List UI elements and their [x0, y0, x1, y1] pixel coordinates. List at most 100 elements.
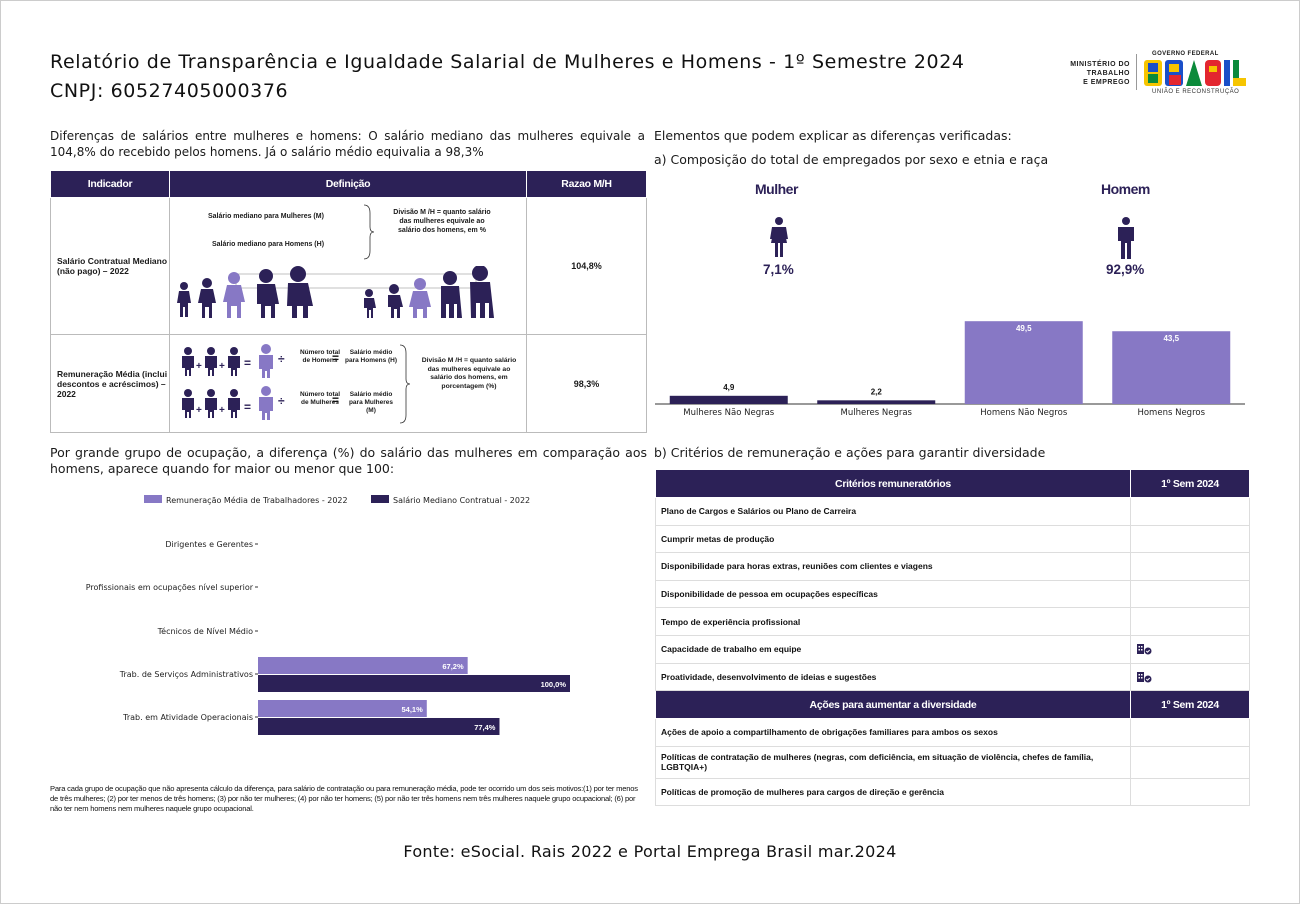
government-logo: MINISTÉRIO DO TRABALHO E EMPREGO GOVERNO… — [1060, 50, 1250, 100]
legend-swatch — [144, 495, 162, 503]
equals-sign: = — [332, 393, 340, 407]
criterion-value — [1130, 662, 1250, 692]
report-title-block: Relatório de Transparência e Igualdade S… — [50, 48, 965, 106]
criterion-label: Capacidade de trabalho em equipe — [655, 634, 1131, 664]
mulher-label: Mulher — [755, 181, 798, 197]
bar-value-label: 4,9 — [723, 383, 735, 392]
composition-subheading: a) Composição do total de empregados por… — [654, 152, 1049, 167]
header-semester: 1º Sem 2024 — [1130, 469, 1250, 498]
table-row: Remuneração Média (inclui descontos e ac… — [50, 334, 647, 433]
ratio-mean: 98,3% — [526, 334, 647, 433]
definition-cell-median: Salário mediano para Mulheres (M) Salári… — [169, 197, 527, 335]
bar-value-label: 54,1% — [402, 705, 424, 714]
svg-text:+: + — [196, 405, 202, 416]
cnpj: CNPJ: 60527405000376 — [50, 80, 289, 102]
equals-sign: = — [332, 351, 340, 365]
category-label: Homens Não Negros — [980, 408, 1068, 418]
company-check-icon — [1137, 671, 1152, 683]
def-note: Divisão M /H = quanto salário das mulher… — [421, 357, 517, 390]
legend-label: Remuneração Média de Trabalhadores - 202… — [166, 495, 348, 505]
category-label: Homens Negros — [1137, 408, 1205, 418]
salary-difference-summary: Diferenças de salários entre mulheres e … — [50, 129, 645, 159]
header-definicao: Definição — [169, 170, 527, 198]
table-row: Cumprir metas de produção — [655, 524, 1250, 554]
footnote: Para cada grupo de ocupação que não apre… — [50, 784, 638, 813]
def-line-men: Salário mediano para Homens (H) — [212, 241, 325, 248]
def-note: Divisão M /H = quanto salário das mulher… — [393, 209, 491, 234]
indicator-label: Salário Contratual Mediano (não pago) – … — [50, 197, 170, 335]
bar-value-label: 67,2% — [442, 662, 464, 671]
occupation-label: Trab. em Atividade Operacionais — [122, 713, 253, 722]
composition-bar — [1112, 331, 1231, 404]
sal-medio-homens: Salário médio para Homens (H) — [345, 349, 398, 364]
criteria-table: Critérios remuneratórios 1º Sem 2024 Pla… — [655, 469, 1250, 807]
svg-text:+: + — [219, 361, 225, 372]
criterion-value — [1130, 607, 1250, 636]
criterion-label: Proatividade, desenvolvimento de ideias … — [655, 662, 1131, 692]
homem-percent: 92,9% — [1106, 262, 1145, 277]
svg-text:=: = — [244, 356, 251, 370]
sal-medio-mulheres: Salário médio para Mulheres (M) — [348, 391, 394, 414]
action-value — [1130, 745, 1250, 779]
table-row: Proatividade, desenvolvimento de ideias … — [655, 662, 1250, 692]
occupation-bar — [258, 718, 500, 735]
num-total-homens: Número total de Homens — [299, 349, 341, 364]
legend-swatch — [371, 495, 389, 503]
criterion-label: Disponibilidade para horas extras, reuni… — [655, 552, 1131, 581]
composition-bar — [817, 400, 936, 404]
occupation-bar — [258, 700, 427, 717]
svg-text:÷: ÷ — [278, 352, 285, 366]
svg-text:=: = — [244, 400, 251, 414]
logo-divider — [1136, 54, 1137, 90]
category-label: Mulheres Negras — [841, 408, 913, 418]
occupation-label: Profissionais em ocupações nível superio… — [86, 583, 254, 592]
action-label: Ações de apoio a compartilhamento de obr… — [655, 718, 1131, 747]
criterion-value — [1130, 524, 1250, 554]
criteria-subheading: b) Critérios de remuneração e ações para… — [654, 445, 1046, 460]
ratio-median: 104,8% — [526, 197, 647, 335]
bar-value-label: 100,0% — [541, 680, 567, 689]
category-label: Mulheres Não Negras — [683, 408, 775, 418]
svg-text:÷: ÷ — [278, 394, 285, 408]
def-line-women: Salário mediano para Mulheres (M) — [208, 213, 324, 220]
occupation-bar — [258, 657, 468, 674]
occupation-bar — [258, 675, 570, 692]
header-acoes: Ações para aumentar a diversidade — [655, 690, 1131, 720]
criterion-label: Tempo de experiência profissional — [655, 607, 1131, 636]
criterion-label: Disponibilidade de pessoa em ocupações e… — [655, 579, 1131, 609]
action-label: Políticas de contratação de mulheres (ne… — [655, 745, 1131, 779]
elements-heading: Elementos que podem explicar as diferenç… — [654, 128, 1012, 143]
criterion-value — [1130, 552, 1250, 581]
gov-bottom-label: UNIÃO E RECONSTRUÇÃO — [1152, 89, 1240, 95]
source-citation: Fonte: eSocial. Rais 2022 e Portal Empre… — [403, 842, 897, 861]
ministerio-label: MINISTÉRIO DO TRABALHO E EMPREGO — [1070, 61, 1130, 86]
composition-bar — [669, 395, 788, 404]
table-row: Tempo de experiência profissional — [655, 607, 1250, 636]
people-mean-illustration: + + = ÷ + + = ÷ — [182, 344, 285, 420]
occupation-bar-chart: Remuneração Média de Trabalhadores - 202… — [86, 495, 570, 735]
definition-cell-mean: + + = ÷ + + = ÷ Número total de Home — [169, 334, 527, 433]
bar-value-label: 2,2 — [871, 387, 883, 396]
table-row: Plano de Cargos e Salários ou Plano de C… — [655, 497, 1250, 526]
legend-label: Salário Mediano Contratual - 2022 — [393, 496, 530, 505]
criterion-label: Plano de Cargos e Salários ou Plano de C… — [655, 497, 1131, 526]
man-icon — [1118, 217, 1134, 259]
criterion-value — [1130, 497, 1250, 526]
table-row: Salário Contratual Mediano (não pago) – … — [50, 197, 647, 335]
brace-icon — [363, 204, 375, 260]
woman-icon — [770, 217, 788, 257]
indicator-label: Remuneração Média (inclui descontos e ac… — [50, 334, 170, 433]
table-row: Capacidade de trabalho em equipe — [655, 634, 1250, 664]
table-row: Políticas de promoção de mulheres para c… — [655, 777, 1250, 807]
table-row: Disponibilidade de pessoa em ocupações e… — [655, 579, 1250, 609]
criterion-value — [1130, 579, 1250, 609]
criterion-label: Cumprir metas de produção — [655, 524, 1131, 554]
occupation-heading: Por grande grupo de ocupação, a diferenç… — [50, 445, 647, 476]
table-row: Disponibilidade para horas extras, reuni… — [655, 552, 1250, 581]
occupation-label: Dirigentes e Gerentes — [165, 540, 253, 549]
occupation-label: Trab. de Serviços Administrativos — [119, 670, 253, 679]
criterion-value — [1130, 634, 1250, 664]
num-total-mulheres: Número total de Mulheres — [299, 391, 341, 406]
svg-text:+: + — [196, 361, 202, 372]
brasil-logo-icon — [1144, 60, 1246, 86]
